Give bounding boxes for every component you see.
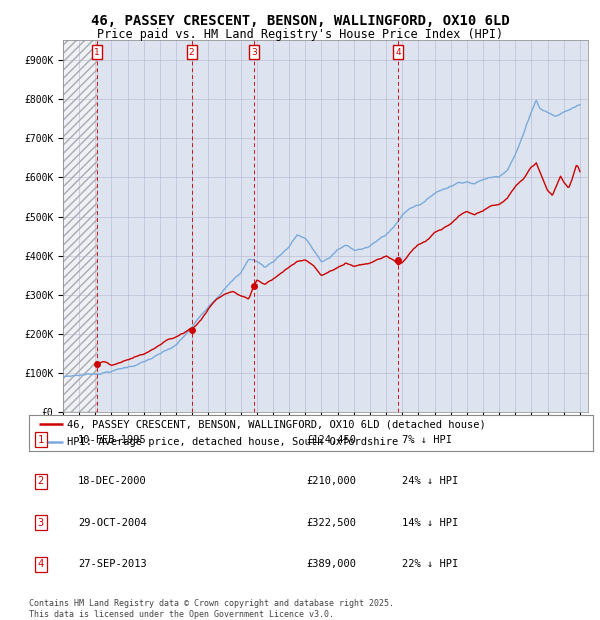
Text: £389,000: £389,000 — [306, 559, 356, 569]
Text: £210,000: £210,000 — [306, 476, 356, 486]
Text: 4: 4 — [395, 48, 401, 56]
Text: 4: 4 — [38, 559, 44, 569]
Text: 27-SEP-2013: 27-SEP-2013 — [78, 559, 147, 569]
Text: 46, PASSEY CRESCENT, BENSON, WALLINGFORD, OX10 6LD: 46, PASSEY CRESCENT, BENSON, WALLINGFORD… — [91, 14, 509, 28]
Text: 2: 2 — [189, 48, 194, 56]
Text: 18-DEC-2000: 18-DEC-2000 — [78, 476, 147, 486]
Text: 1: 1 — [38, 435, 44, 445]
Text: £322,500: £322,500 — [306, 518, 356, 528]
Text: 3: 3 — [251, 48, 257, 56]
Text: Contains HM Land Registry data © Crown copyright and database right 2025.
This d: Contains HM Land Registry data © Crown c… — [29, 600, 394, 619]
Text: 24% ↓ HPI: 24% ↓ HPI — [402, 476, 458, 486]
Text: 10-FEB-1995: 10-FEB-1995 — [78, 435, 147, 445]
Text: 3: 3 — [38, 518, 44, 528]
Text: 1: 1 — [94, 48, 100, 56]
Text: 7% ↓ HPI: 7% ↓ HPI — [402, 435, 452, 445]
Bar — [63, 40, 97, 412]
Text: 14% ↓ HPI: 14% ↓ HPI — [402, 518, 458, 528]
Text: 2: 2 — [38, 476, 44, 486]
Text: HPI: Average price, detached house, South Oxfordshire: HPI: Average price, detached house, Sout… — [67, 436, 398, 447]
Text: 29-OCT-2004: 29-OCT-2004 — [78, 518, 147, 528]
Text: Price paid vs. HM Land Registry's House Price Index (HPI): Price paid vs. HM Land Registry's House … — [97, 28, 503, 41]
Text: 46, PASSEY CRESCENT, BENSON, WALLINGFORD, OX10 6LD (detached house): 46, PASSEY CRESCENT, BENSON, WALLINGFORD… — [67, 420, 486, 430]
Bar — [63, 40, 97, 412]
Text: 22% ↓ HPI: 22% ↓ HPI — [402, 559, 458, 569]
Text: £124,450: £124,450 — [306, 435, 356, 445]
